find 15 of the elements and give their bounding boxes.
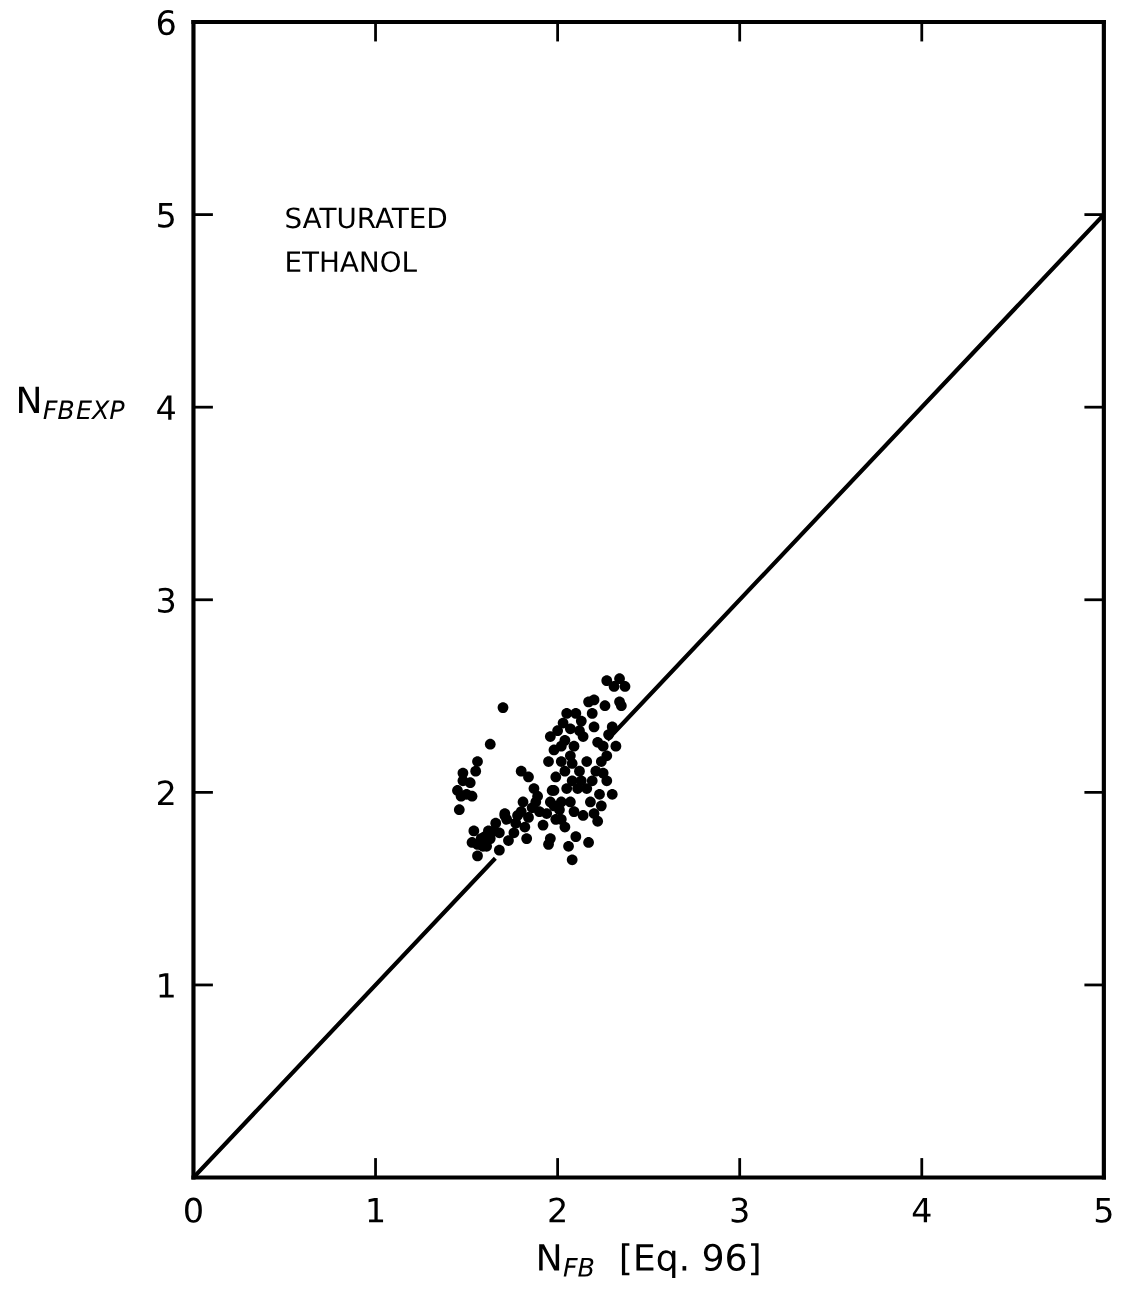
y-tick-label: 5 xyxy=(158,202,174,228)
y-tick-label: 1 xyxy=(159,973,174,998)
y-axis-title: N$_{FBEXP}$ xyxy=(19,386,125,420)
y-tick-label: 2 xyxy=(158,780,174,806)
x-tick-label: 1 xyxy=(368,1198,384,1223)
y-tick-label: 3 xyxy=(158,587,175,613)
x-tick-label: 5 xyxy=(1095,1198,1112,1223)
y-tick-label: 4 xyxy=(157,395,175,420)
x-tick-label: 2 xyxy=(549,1197,565,1223)
x-axis-title: N$_{FB}$ [Eq. 96] xyxy=(539,1243,759,1279)
annotation: SATURATED ETHANOL xyxy=(286,207,447,273)
y-tick-label: 6 xyxy=(157,9,175,36)
x-tick-label: 4 xyxy=(912,1198,931,1223)
x-tick-label: 0 xyxy=(185,1197,202,1223)
x-tick-label: 3 xyxy=(731,1197,748,1223)
